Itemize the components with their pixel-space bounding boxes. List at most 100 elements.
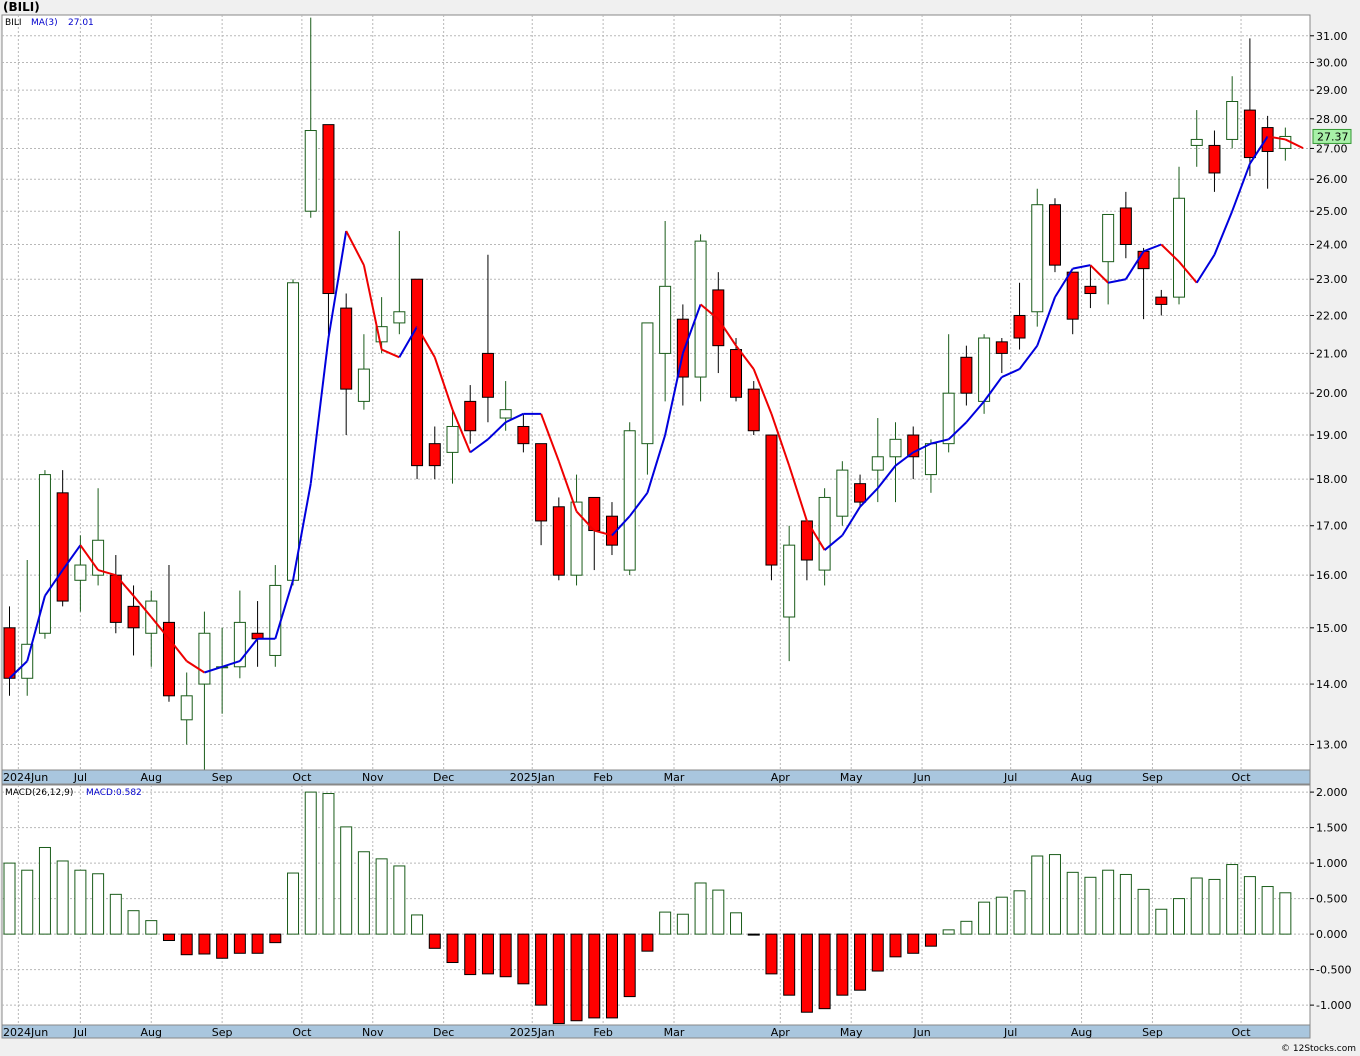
macd-y-tick-label: -0.500 [1316,964,1351,977]
ma-segment [735,345,755,370]
candle [818,488,831,586]
ma-segment [575,510,595,532]
macd-bar-positive [1279,892,1292,935]
macd-bar-positive [1119,873,1132,935]
candle [535,443,548,546]
candle [641,322,654,475]
ma-segment [451,409,472,453]
candle [1261,115,1274,189]
macd-bar-negative [924,933,937,947]
candle [570,474,583,586]
price-x-tick-label: Oct [1232,771,1252,784]
candle [411,278,424,480]
ma-segment [646,434,667,494]
macd-bar-negative [216,933,229,959]
ma-segment [469,438,489,454]
candle-body-up [198,632,211,685]
ma-segment [1178,261,1198,284]
ma-segment [1107,278,1127,284]
price-x-tick-label: 2024Jun [3,771,48,784]
macd-legend-value: MACD:0.582 [86,788,142,798]
price-y-tick-label: 26.00 [1316,173,1348,186]
candle [995,338,1008,374]
candle [56,470,69,607]
candle-body-down [960,356,973,394]
macd-y-tick-label: 1.500 [1316,822,1348,835]
candle [854,474,867,507]
price-y-tick-label: 31.00 [1316,30,1348,43]
candle-body-down [322,124,335,295]
price-x-tick-label: Aug [1071,771,1092,784]
macd-x-tick-label: Mar [664,1026,685,1039]
ma-segment [1125,250,1145,280]
ma-segment [1089,264,1109,284]
ma-segment [1036,296,1056,347]
candle-body-down [1137,250,1150,270]
price-x-tick-label: Apr [771,771,791,784]
macd-bar-positive [357,851,370,935]
candle-body-up [924,443,937,476]
price-y-tick-label: 21.00 [1316,347,1348,360]
macd-bar-negative [836,933,849,996]
macd-bar-negative [747,933,760,936]
candle [162,565,175,702]
macd-bar-negative [818,933,831,1010]
ma-segment [1001,368,1020,378]
candle [1084,265,1097,309]
ma-segment [505,412,524,424]
ma-segment [1195,254,1216,284]
candle [659,221,672,402]
ma-segment [487,421,507,441]
price-y-tick-label: 22.00 [1316,309,1348,322]
macd-bar-negative [907,933,920,954]
macd-bar-positive [1155,908,1168,935]
macd-x-tick-label: Dec [433,1026,454,1039]
candle [1102,213,1115,305]
macd-bar-positive [21,869,34,935]
macd-bar-negative [623,933,636,998]
candle [1173,166,1186,305]
macd-bar-positive [1173,898,1186,935]
price-x-tick-label: Mar [664,771,685,784]
candle-body-up [180,695,193,721]
ma-segment [239,638,259,662]
macd-y-tick-label: 0.000 [1316,928,1348,941]
candle-body-up [233,621,246,668]
macd-bar-positive [1048,854,1061,935]
candle-body-up [375,326,388,343]
macd-x-tick-label: Oct [1232,1026,1252,1039]
macd-bar-positive [995,896,1008,935]
macd-bar-positive [304,791,317,935]
ma-segment [930,438,949,445]
candle-body-up [818,496,831,571]
candle-body-down [3,627,16,679]
ma-segment [97,569,117,577]
candle-body-down [907,434,920,458]
macd-bar-negative [535,933,548,1006]
ma-segment [806,520,826,551]
ma-segment [717,318,737,347]
candle-body-down [127,605,140,629]
macd-bar-positive [127,910,140,935]
candle-body-down [464,400,477,432]
macd-bar-positive [960,920,973,935]
candle-body-down [411,278,424,467]
macd-bar-negative [499,933,512,978]
candle [287,279,300,586]
candle [942,334,955,453]
price-x-tick-label: 2025Jan [510,771,555,784]
macd-bar-negative [446,933,459,964]
macd-bar-positive [712,889,725,935]
candle-body-up [357,368,370,402]
candle-body-down [676,318,689,378]
price-legend-ma-value: 27.01 [68,18,94,28]
ma-segment [947,421,968,441]
price-x-tick-label: May [840,771,863,784]
ma-segment [186,660,205,674]
candle [1119,191,1132,259]
candle-body-up [1173,197,1186,298]
candle-body-down [56,492,69,602]
candle-body-down [109,574,122,623]
price-x-tick-label: Jun [912,771,930,784]
candle [1243,38,1256,177]
